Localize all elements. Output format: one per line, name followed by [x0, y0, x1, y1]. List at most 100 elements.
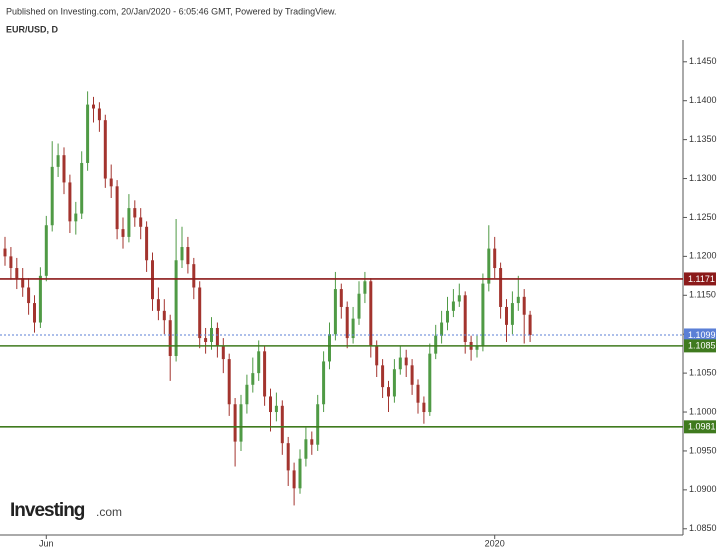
y-tick-label: 1.1450	[689, 56, 717, 66]
level-label: 1.1171	[688, 274, 715, 284]
candle-body	[416, 384, 420, 403]
candle-body	[156, 299, 160, 311]
candle-body	[381, 365, 385, 388]
candle-body	[387, 387, 390, 397]
candle-body	[339, 289, 343, 307]
candle-body	[145, 226, 149, 261]
level-label-box	[684, 328, 716, 342]
candle-body	[33, 303, 36, 323]
candle-body	[210, 327, 213, 342]
candle-body	[404, 357, 408, 366]
candle-body	[68, 182, 72, 222]
candle-body	[186, 247, 190, 265]
candle-body	[174, 260, 178, 356]
candle-body	[292, 470, 296, 489]
candle-body	[15, 268, 19, 279]
candle-body	[304, 439, 308, 459]
candle-body	[44, 225, 48, 276]
candle-body	[451, 301, 455, 311]
candle-body	[493, 248, 497, 269]
candle-body	[286, 443, 290, 471]
published-note: Published on Investing.com, 20/Jan/2020 …	[6, 6, 337, 16]
candle-body	[162, 310, 166, 321]
candle-body	[375, 345, 379, 366]
candle-body	[109, 178, 113, 187]
level-label: 1.1085	[688, 341, 716, 351]
logo-suffix: .com	[96, 505, 122, 519]
level-label-box	[684, 339, 716, 353]
candle-body	[274, 405, 278, 413]
candle-body	[457, 295, 461, 302]
y-tick-label: 1.1400	[689, 95, 717, 105]
candle-body	[3, 248, 7, 257]
level-label: 1.0981	[688, 422, 716, 432]
candle-body	[422, 402, 426, 413]
candle-body	[345, 306, 349, 339]
candle-body	[516, 296, 520, 304]
candle-body	[440, 322, 444, 336]
candle-body	[475, 345, 479, 350]
y-tick-label: 1.1150	[689, 290, 716, 300]
candle-body	[9, 256, 13, 269]
candle-body	[221, 345, 225, 360]
x-tick-label: 2020	[485, 538, 505, 548]
y-tick-label: 1.0900	[689, 484, 717, 494]
candle-body	[369, 281, 373, 346]
candle-body	[251, 373, 255, 385]
candle-body	[499, 268, 503, 307]
candle-body	[97, 108, 101, 121]
level-label-box	[684, 272, 716, 286]
candle-body	[21, 278, 25, 288]
symbol: EUR/USD, D	[6, 24, 59, 34]
candle-body	[487, 248, 491, 284]
candle-body	[239, 404, 243, 442]
candle-body	[528, 314, 532, 335]
candle-body	[410, 365, 414, 385]
candle-body	[333, 289, 337, 335]
candle-body	[481, 283, 485, 346]
y-tick-label: 1.1250	[689, 212, 717, 222]
candle-body	[56, 155, 60, 167]
candle-body	[463, 295, 467, 342]
candle-body	[115, 186, 119, 230]
candle-body	[298, 458, 302, 489]
level-label-box	[684, 420, 716, 434]
candle-body	[227, 359, 231, 405]
candle-body	[280, 405, 284, 444]
candle-body	[434, 335, 438, 354]
candle-body	[398, 357, 402, 370]
candle-body	[86, 104, 90, 163]
candle-body	[192, 264, 196, 288]
y-tick-label: 1.1000	[689, 406, 717, 416]
y-tick-label: 1.1200	[689, 251, 717, 261]
y-tick-label: 1.1300	[689, 173, 717, 183]
candle-body	[50, 166, 54, 226]
candle-body	[80, 162, 84, 214]
logo-brand: Investing	[10, 500, 85, 521]
candle-body	[357, 293, 361, 319]
candle-body	[92, 104, 95, 109]
candle-body	[38, 275, 42, 323]
candle-body	[215, 327, 219, 346]
candle-body	[322, 361, 326, 405]
candle-body	[351, 318, 355, 339]
candle-body	[62, 155, 66, 183]
candle-body	[245, 384, 249, 405]
y-tick-label: 1.1050	[689, 367, 717, 377]
candle-body	[392, 369, 396, 397]
candle-body	[428, 353, 432, 413]
y-tick-label: 1.0850	[689, 523, 717, 533]
candle-body	[310, 439, 314, 445]
candle-body	[233, 404, 237, 442]
candle-body	[263, 351, 267, 397]
candle-body	[522, 296, 526, 315]
candle-body	[269, 396, 272, 413]
candle-body	[204, 338, 208, 342]
level-label: 1.1099	[688, 330, 716, 340]
candle-body	[180, 247, 184, 261]
candle-body	[139, 217, 143, 227]
candle-body	[121, 229, 125, 237]
candle-body	[133, 208, 137, 218]
